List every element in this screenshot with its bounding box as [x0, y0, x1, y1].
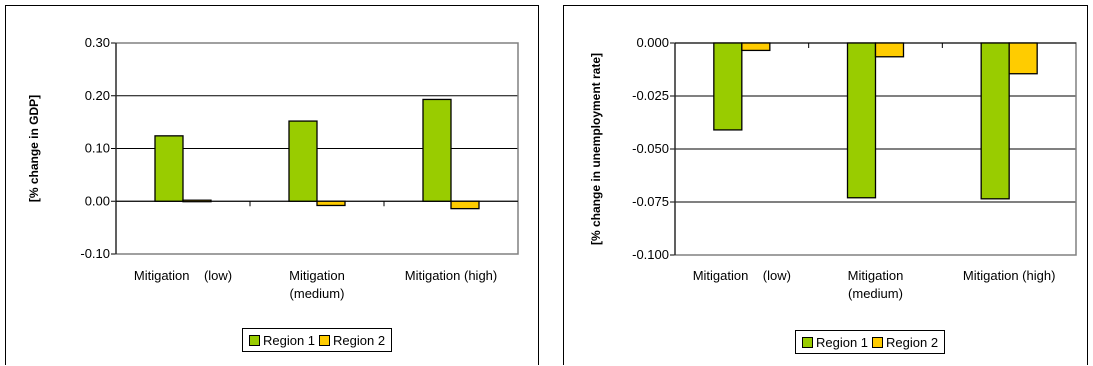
bar-region-2-2 [874, 42, 905, 58]
x-category-label: Mitigation [289, 268, 345, 283]
bar-region-1-1 [154, 135, 184, 202]
legend-swatch-region-2 [872, 336, 884, 348]
x-category-label: Mitigation [848, 268, 904, 283]
bar-region-1-1 [713, 42, 743, 131]
bar-region-2-3 [450, 200, 480, 210]
legend-label-region-2: Region 2 [333, 332, 386, 348]
x-category-label: Mitigation (high) [963, 268, 1056, 283]
y-tick-label: -0.050 [632, 141, 669, 156]
y-tick-label: 0.10 [85, 141, 110, 156]
legend-swatch-region-1 [802, 336, 813, 348]
y-tick-label: 0.20 [85, 88, 110, 103]
bar-region-1-2 [846, 42, 877, 199]
y-tick-label: 0.000 [636, 35, 669, 50]
y-tick-label: -0.025 [632, 88, 669, 103]
legend-swatch-region-1 [249, 334, 260, 346]
bar-region-1-3 [422, 98, 452, 202]
bar-region-1-3 [980, 42, 1010, 200]
bar-region-2-3 [1008, 42, 1038, 75]
chart-unemployment-legend: Region 1 Region 2 [795, 330, 946, 354]
legend-label-region-2: Region 2 [886, 334, 939, 350]
chart-gdp-plot: -0.10 0.00 0.10 0.20 0.30 Mitigation (low) Mit… [27, 35, 519, 301]
x-category-label: Mitigation (low) [134, 268, 232, 283]
y-axis-label: [% change in GDP] [27, 95, 41, 202]
legend-label-region-1: Region 1 [263, 332, 316, 348]
bar-region-2-2 [316, 200, 346, 207]
legend-item-region-2: Region 2 [872, 335, 938, 350]
x-category-label: (medium) [848, 286, 903, 301]
y-tick-label: -0.075 [632, 194, 669, 209]
bar-region-1-2 [288, 120, 318, 202]
chart-unemployment-plot: -0.100 -0.075 -0.050 -0.025 0.000 Mitigation … [589, 35, 1077, 301]
legend-swatch-region-2 [319, 334, 331, 346]
bar-region-2-1 [182, 199, 212, 203]
y-tick-label: 0.00 [85, 193, 110, 208]
x-category-label: Mitigation (high) [405, 268, 498, 283]
legend-item-region-1: Region 1 [802, 335, 868, 350]
bar-region-2-1 [741, 42, 771, 52]
legend-item-region-1: Region 1 [249, 333, 315, 348]
legend-item-region-2: Region 2 [319, 333, 385, 348]
y-tick-label: 0.30 [85, 35, 110, 50]
chart-gdp: -0.10 0.00 0.10 0.20 0.30 Mitigation (low) Mit… [5, 5, 539, 365]
y-axis-label: [% change in unemployment rate] [589, 53, 603, 245]
y-tick-label: -0.100 [632, 247, 669, 262]
x-category-label: Mitigation (low) [693, 268, 791, 283]
x-category-label: (medium) [290, 286, 345, 301]
chart-unemployment: -0.100 -0.075 -0.050 -0.025 0.000 Mitigation … [563, 5, 1088, 365]
y-tick-label: -0.10 [80, 246, 110, 261]
legend-label-region-1: Region 1 [816, 334, 869, 350]
chart-gdp-legend: Region 1 Region 2 [242, 328, 393, 352]
